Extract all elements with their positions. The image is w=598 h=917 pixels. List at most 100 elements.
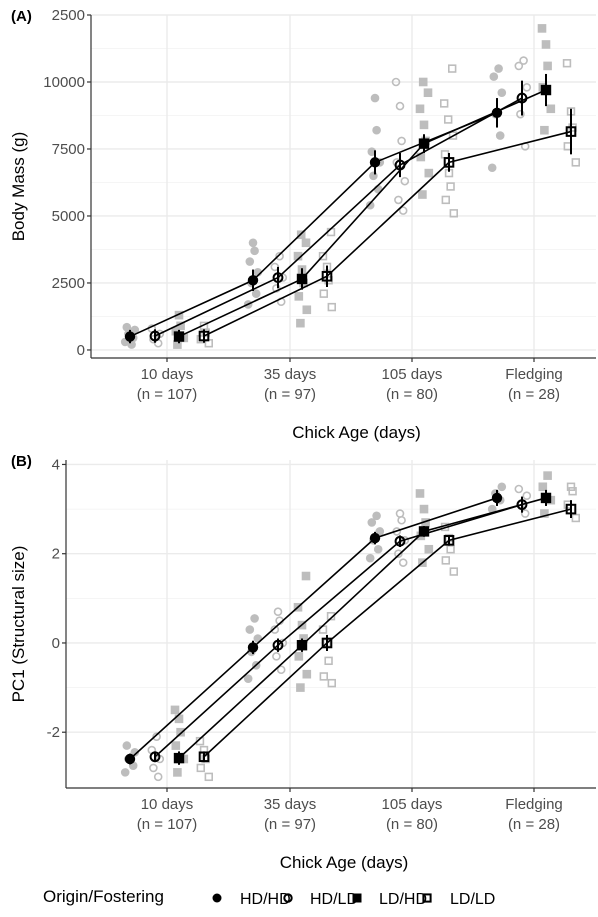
x-tick-label: (n = 97) (264, 386, 316, 403)
raw-point (415, 104, 425, 114)
legend-label: LD/LD (450, 891, 495, 908)
raw-point (495, 131, 505, 140)
x-tick-label: (n = 107) (137, 386, 197, 403)
series-line-hd-hd (129, 112, 498, 338)
mean-point (491, 492, 503, 504)
mean-point (516, 499, 528, 511)
legend-label: LD/HD (379, 891, 427, 908)
raw-point (327, 302, 336, 312)
raw-point (541, 40, 551, 49)
raw-point (370, 93, 380, 103)
raw-point (497, 482, 507, 492)
legend-label: HD/HD (240, 891, 291, 908)
raw-point (253, 634, 263, 643)
y-tick-label: -2 (47, 724, 60, 741)
raw-point (251, 289, 261, 298)
grid (66, 460, 596, 788)
raw-point (302, 669, 312, 679)
legend-item-hd-hd: HD/HD (212, 891, 291, 908)
raw-point (301, 571, 311, 581)
raw-point (394, 195, 403, 205)
series-line-hd-hd (129, 497, 498, 760)
raw-point (418, 190, 427, 199)
mean-point (124, 753, 136, 765)
raw-point (421, 518, 430, 527)
raw-point (293, 251, 303, 261)
raw-point (327, 678, 336, 688)
raw-point (176, 321, 185, 331)
mean-point (296, 639, 308, 651)
mean-point (198, 330, 210, 342)
y-tick-label: 2500 (52, 7, 85, 24)
raw-point (130, 325, 140, 335)
raw-point (122, 322, 132, 332)
raw-point (519, 56, 528, 65)
y-tick-label: 0 (52, 635, 60, 652)
raw-point (171, 741, 181, 750)
raw-point (294, 652, 304, 661)
raw-point (318, 251, 328, 261)
raw-point (568, 487, 577, 496)
series-line-hd-ld (154, 503, 523, 758)
mean-point (443, 157, 455, 168)
grid (91, 14, 596, 358)
raw-point (514, 484, 524, 494)
raw-point (415, 489, 425, 498)
raw-point (447, 64, 457, 73)
mean-point (247, 275, 259, 286)
raw-point (546, 104, 556, 114)
y-tick-label: 0 (77, 342, 85, 359)
raw-point (418, 77, 428, 87)
raw-point (245, 625, 255, 634)
mean-point (418, 526, 430, 537)
x-tick-label: 35 days (264, 366, 317, 383)
raw-point (296, 318, 305, 328)
legend-marker (283, 893, 293, 903)
x-tick-label: 105 days (382, 796, 443, 813)
legend-title: Origin/Fostering (43, 887, 164, 906)
mean-point (321, 270, 333, 282)
raw-point (326, 611, 336, 621)
x-tick-label: (n = 80) (386, 386, 438, 403)
mean-point (540, 84, 552, 96)
raw-point (365, 200, 375, 210)
legend-items: HD/HD HD/LD LD/HD LD/LD (212, 891, 495, 908)
raw-point (443, 115, 453, 124)
mean-point (272, 639, 284, 651)
raw-point (571, 158, 581, 167)
raw-point (152, 732, 161, 741)
mean-point (369, 157, 381, 168)
legend-marker (212, 893, 222, 903)
raw-point (487, 163, 497, 173)
raw-point (301, 238, 311, 248)
raw-point (174, 310, 184, 320)
raw-point (449, 209, 458, 218)
legend-item-ld-ld: LD/LD (422, 891, 495, 908)
x-axis-title: Chick Age (days) (280, 853, 409, 872)
raw-point (395, 509, 405, 518)
legend-label: HD/LD (310, 891, 358, 908)
series-lines (129, 497, 572, 760)
raw-point (127, 340, 136, 349)
raw-point (423, 88, 433, 98)
y-axis-title: PC1 (Structural size) (9, 546, 28, 703)
raw-point (120, 768, 130, 777)
raw-point (394, 549, 403, 559)
raw-point (449, 567, 458, 576)
mean-point (491, 107, 503, 119)
mean-point (394, 535, 406, 547)
x-tick-label: Fledging (505, 796, 563, 813)
mean-point (443, 535, 455, 546)
mean-point (149, 330, 161, 342)
y-tick-label: 10000 (43, 74, 85, 91)
raw-point (250, 614, 259, 623)
y-tick-label: 2500 (52, 275, 85, 292)
raw-point (416, 152, 426, 162)
raw-point (367, 147, 377, 156)
raw-point (171, 326, 181, 336)
series-line-hd-ld (154, 97, 523, 337)
mean-point (418, 138, 430, 149)
y-tick-label: 4 (52, 456, 60, 473)
x-tick-label: (n = 107) (137, 816, 197, 833)
raw-point (276, 665, 286, 675)
